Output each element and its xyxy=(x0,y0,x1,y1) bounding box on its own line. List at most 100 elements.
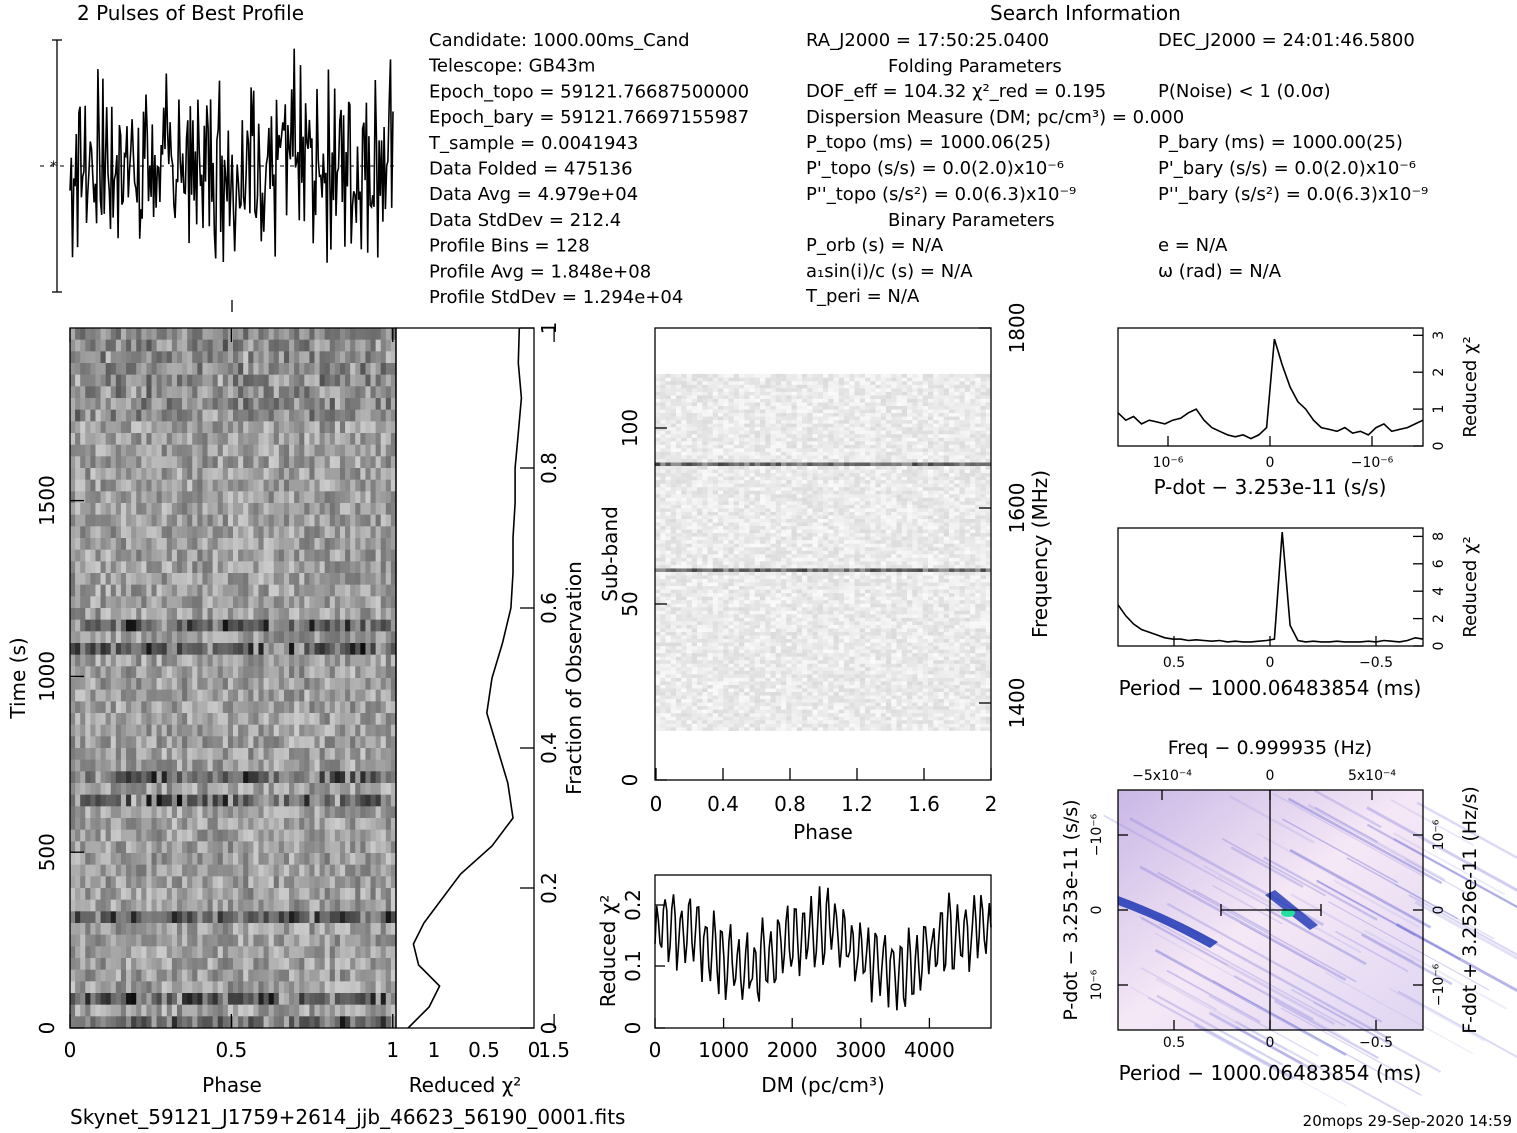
time-phase-cell xyxy=(334,398,341,411)
subband-cell xyxy=(880,684,887,689)
time-phase-cell xyxy=(120,888,127,901)
time-phase-cell xyxy=(105,724,112,737)
time-phase-cell xyxy=(253,806,259,819)
time-phase-cell xyxy=(131,643,137,656)
time-phase-cell xyxy=(207,724,214,737)
time-phase-cell xyxy=(289,456,295,469)
time-phase-cell xyxy=(278,923,285,936)
time-phase-cell xyxy=(85,783,91,796)
time-phase-cell xyxy=(263,479,270,492)
subband-cell xyxy=(812,719,819,724)
time-phase-cell xyxy=(365,409,371,422)
time-phase-cell xyxy=(80,806,86,819)
time-phase-cell xyxy=(100,759,107,772)
time-phase-cell xyxy=(299,433,305,446)
time-phase-cell xyxy=(283,759,290,772)
time-phase-cell xyxy=(110,654,117,667)
subband-cell xyxy=(891,698,897,703)
time-phase-cell xyxy=(289,899,295,912)
subband-cell xyxy=(954,727,960,731)
time-phase-cell xyxy=(278,631,285,644)
time-phase-cell xyxy=(304,339,310,352)
subband-cell xyxy=(949,705,955,710)
subband-cell xyxy=(697,684,703,689)
time-phase-cell xyxy=(253,398,259,411)
time-phase-cell xyxy=(370,363,377,376)
time-phase-cell xyxy=(166,783,173,796)
time-phase-cell xyxy=(197,958,203,971)
time-phase-cell xyxy=(339,736,346,749)
time-phase-cell xyxy=(146,899,152,912)
subband-cell xyxy=(802,677,808,682)
time-phase-cell xyxy=(151,584,157,597)
subband-cell xyxy=(980,688,987,693)
time-phase-cell xyxy=(294,1016,300,1029)
subband-cell xyxy=(823,716,829,721)
time-phase-cell xyxy=(273,619,280,632)
time-phase-cell xyxy=(283,339,290,352)
subband-cell xyxy=(796,695,803,700)
time-phase-cell xyxy=(385,794,392,807)
time-phase-cell xyxy=(319,573,326,586)
time-phase-cell xyxy=(192,433,198,446)
time-phase-cell xyxy=(120,491,127,504)
time-phase-cell xyxy=(238,841,244,854)
time-phase-cell xyxy=(339,514,346,527)
time-phase-cell xyxy=(360,969,366,982)
info-left-line: Profile Avg = 1.848e+08 xyxy=(429,261,651,282)
time-phase-cell xyxy=(238,468,244,481)
time-phase-cell xyxy=(75,969,81,982)
time-phase-cell xyxy=(171,736,178,749)
subband-cell xyxy=(985,691,992,696)
time-phase-cell xyxy=(283,969,290,982)
time-phase-cell xyxy=(248,689,254,702)
time-phase-cell xyxy=(100,993,107,1006)
time-phase-cell xyxy=(324,934,331,947)
subband-cell xyxy=(933,727,939,731)
time-phase-cell xyxy=(273,934,280,947)
time-phase-cell xyxy=(273,981,280,994)
subband-cell xyxy=(964,709,971,714)
time-phase-cell xyxy=(197,328,203,341)
time-phase-cell xyxy=(243,923,249,936)
time-phase-cell xyxy=(171,806,178,819)
info-left-line: Candidate: 1000.00ms_Cand xyxy=(429,30,690,51)
time-phase-cell xyxy=(227,374,234,387)
time-phase-cell xyxy=(294,748,300,761)
time-phase-cell xyxy=(314,328,320,341)
time-phase-cell xyxy=(273,503,280,516)
time-phase-cell xyxy=(370,479,377,492)
time-phase-cell xyxy=(390,409,397,422)
time-phase-cell xyxy=(319,1004,326,1017)
time-phase-cell xyxy=(289,374,295,387)
subband-cell xyxy=(949,674,955,678)
subband-cell xyxy=(718,681,724,685)
time-phase-cell xyxy=(192,1016,198,1029)
time-phase-cell xyxy=(75,876,81,889)
time-phase-cell xyxy=(319,514,326,527)
time-phase-cell xyxy=(100,654,107,667)
time-phase-cell xyxy=(217,339,224,352)
subband-cell xyxy=(691,709,698,714)
time-phase-cell xyxy=(80,666,86,679)
time-phase-cell xyxy=(319,643,326,656)
time-phase-cell xyxy=(85,456,91,469)
time-phase-cell xyxy=(207,538,214,551)
time-phase-cell xyxy=(192,421,198,434)
subband-cell xyxy=(949,681,955,685)
subband-cell xyxy=(865,727,871,731)
time-phase-cell xyxy=(166,398,173,411)
subband-cell xyxy=(770,712,777,717)
time-phase-cell xyxy=(314,631,320,644)
time-phase-cell xyxy=(385,911,392,924)
time-phase-cell xyxy=(289,596,295,609)
time-phase-cell xyxy=(253,794,259,807)
time-phase-cell xyxy=(115,841,122,854)
time-phase-cell xyxy=(120,981,127,994)
time-phase-cell xyxy=(222,363,229,376)
time-phase-cell xyxy=(212,619,219,632)
subband-cell xyxy=(681,688,687,693)
time-phase-cell xyxy=(136,806,142,819)
subband-cell xyxy=(838,727,845,731)
time-phase-cell xyxy=(350,1016,356,1029)
